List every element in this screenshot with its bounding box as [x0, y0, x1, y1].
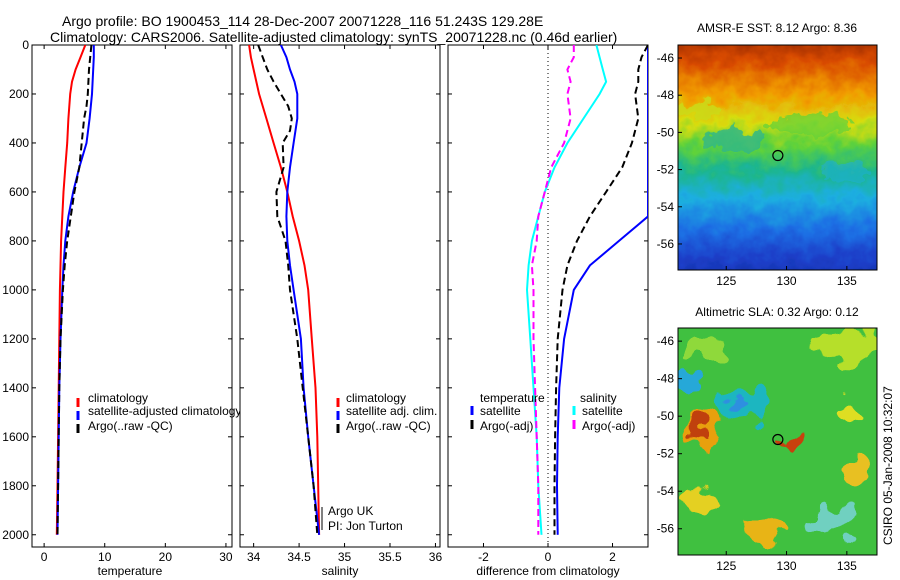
y-tick-label: 600 — [9, 185, 29, 199]
pi-label: PI: Jon Turton — [328, 519, 403, 533]
difference-axis-label: difference from climatology — [476, 564, 619, 578]
legend-sal-argo-label: Argo(-adj) — [582, 419, 635, 433]
temperature-axis-label: temperature — [98, 564, 163, 578]
map-y-tick-label: -52 — [657, 163, 675, 177]
temperature-plot-frame — [31, 44, 233, 548]
series-line-temperature-satellite — [555, 45, 648, 535]
sla-map-title: Altimetric SLA: 0.32 Argo: 0.12 — [695, 305, 859, 319]
y-tick-label: 200 — [9, 87, 29, 101]
difference-legend: temperature satellite Argo(-adj) salinit… — [470, 391, 635, 433]
series-line-argo-raw-qc — [56, 45, 93, 535]
map-y-tick-label: -56 — [657, 522, 675, 536]
series-line-salinity-argo-adj — [530, 45, 575, 535]
map-y-tick-label: -52 — [657, 447, 675, 461]
figure-title-line2: Climatology: CARS2006. Satellite-adjuste… — [50, 29, 617, 45]
map-y-tick-label: -46 — [657, 334, 675, 348]
map-x-tick-label: 125 — [716, 274, 736, 288]
series-line-climatology — [248, 45, 321, 535]
map-x-tick-label: 130 — [777, 274, 797, 288]
legend-temp-satellite-label: satellite — [480, 404, 521, 418]
y-tick-label: 1200 — [2, 332, 29, 346]
difference-panel: -2 0 2 temperature satellite Argo(-adj) sa… — [447, 44, 649, 578]
x-tick-label: 0 — [41, 550, 48, 564]
y-tick-label: 1000 — [2, 283, 29, 297]
map-y-tick-label: -56 — [657, 237, 675, 251]
x-tick-label: 34 — [247, 550, 261, 564]
legend-sal-satellite-label: satellite — [582, 404, 623, 418]
map-y-tick-label: -50 — [657, 125, 675, 139]
y-tick-label: 1600 — [2, 430, 29, 444]
credit-label: CSIRO 05-Jan-2008 10:32:07 — [881, 386, 895, 545]
sla-map-panel: Altimetric SLA: 0.32 Argo: 0.12 125 130 13… — [657, 305, 878, 573]
y-tick-label: 400 — [9, 136, 29, 150]
sst-map-title: AMSR-E SST: 8.12 Argo: 8.36 — [697, 21, 857, 35]
sst-map-panel: AMSR-E SST: 8.12 Argo: 8.36 125 130 135 -46… — [657, 21, 878, 288]
argo-float-marker — [772, 433, 784, 446]
x-tick-label: -2 — [478, 550, 489, 564]
legend-climatology-label: climatology — [346, 391, 406, 405]
map-x-tick-label: 125 — [716, 559, 736, 573]
x-tick-label: 20 — [159, 550, 173, 564]
legend-satellite-label: satellite adj. clim. — [346, 404, 437, 418]
map-y-tick-label: -48 — [657, 372, 675, 386]
legend-temp-argo-label: Argo(-adj) — [480, 419, 533, 433]
series-line-temperature-argo-adj — [553, 45, 648, 535]
temperature-panel: 0 10 20 30 0 200 400 600 800 1000 1200 1400 1600 1800… — [2, 38, 241, 578]
y-tick-label: 1400 — [2, 381, 29, 395]
x-tick-label: 36 — [429, 550, 443, 564]
legend-salinity-title: salinity — [580, 391, 617, 405]
salinity-legend: climatology satellite adj. clim. Argo(..… — [336, 391, 437, 433]
x-tick-label: 2 — [609, 550, 616, 564]
map-y-tick-label: -48 — [657, 88, 675, 102]
x-tick-label: 34.5 — [287, 550, 311, 564]
map-x-tick-label: 135 — [837, 274, 857, 288]
legend-temperature-title: temperature — [480, 391, 545, 405]
x-tick-label: 35 — [338, 550, 352, 564]
y-tick-label: 0 — [22, 38, 29, 52]
sst-map-frame — [677, 44, 878, 271]
map-y-tick-label: -54 — [657, 200, 675, 214]
map-x-tick-label: 135 — [837, 559, 857, 573]
temperature-legend: climatology satellite-adjusted climatolo… — [76, 391, 241, 433]
argo-uk-label: Argo UK — [328, 504, 373, 518]
legend-satellite-label: satellite-adjusted climatology — [88, 404, 241, 418]
map-x-tick-label: 130 — [777, 559, 797, 573]
x-tick-label: 35.5 — [378, 550, 402, 564]
x-tick-label: 0 — [545, 550, 552, 564]
legend-argo-label: Argo(..raw -QC) — [346, 419, 431, 433]
x-tick-label: 30 — [219, 550, 233, 564]
map-y-tick-label: -46 — [657, 51, 675, 65]
sla-map-image — [678, 328, 877, 555]
difference-plot-frame — [447, 44, 649, 548]
map-y-tick-label: -50 — [657, 409, 675, 423]
y-tick-label: 2000 — [2, 528, 29, 542]
sla-map-frame — [677, 327, 878, 556]
y-tick-label: 1800 — [2, 479, 29, 493]
legend-climatology-label: climatology — [88, 391, 148, 405]
figure-title-line1: Argo profile: BO 1900453_114 28-Dec-2007… — [62, 13, 543, 29]
salinity-panel: 34 34.5 35 35.5 36 climatology satellite adj… — [239, 44, 443, 578]
sst-map-image — [678, 45, 877, 270]
argo-float-marker — [772, 149, 784, 162]
series-line-argo-raw-qc — [257, 45, 319, 535]
map-y-tick-label: -54 — [657, 484, 675, 498]
x-tick-label: 10 — [98, 550, 112, 564]
y-tick-label: 800 — [9, 234, 29, 248]
legend-argo-label: Argo(..raw -QC) — [88, 419, 173, 433]
salinity-axis-label: salinity — [322, 564, 359, 578]
salinity-plot-frame — [239, 44, 441, 548]
